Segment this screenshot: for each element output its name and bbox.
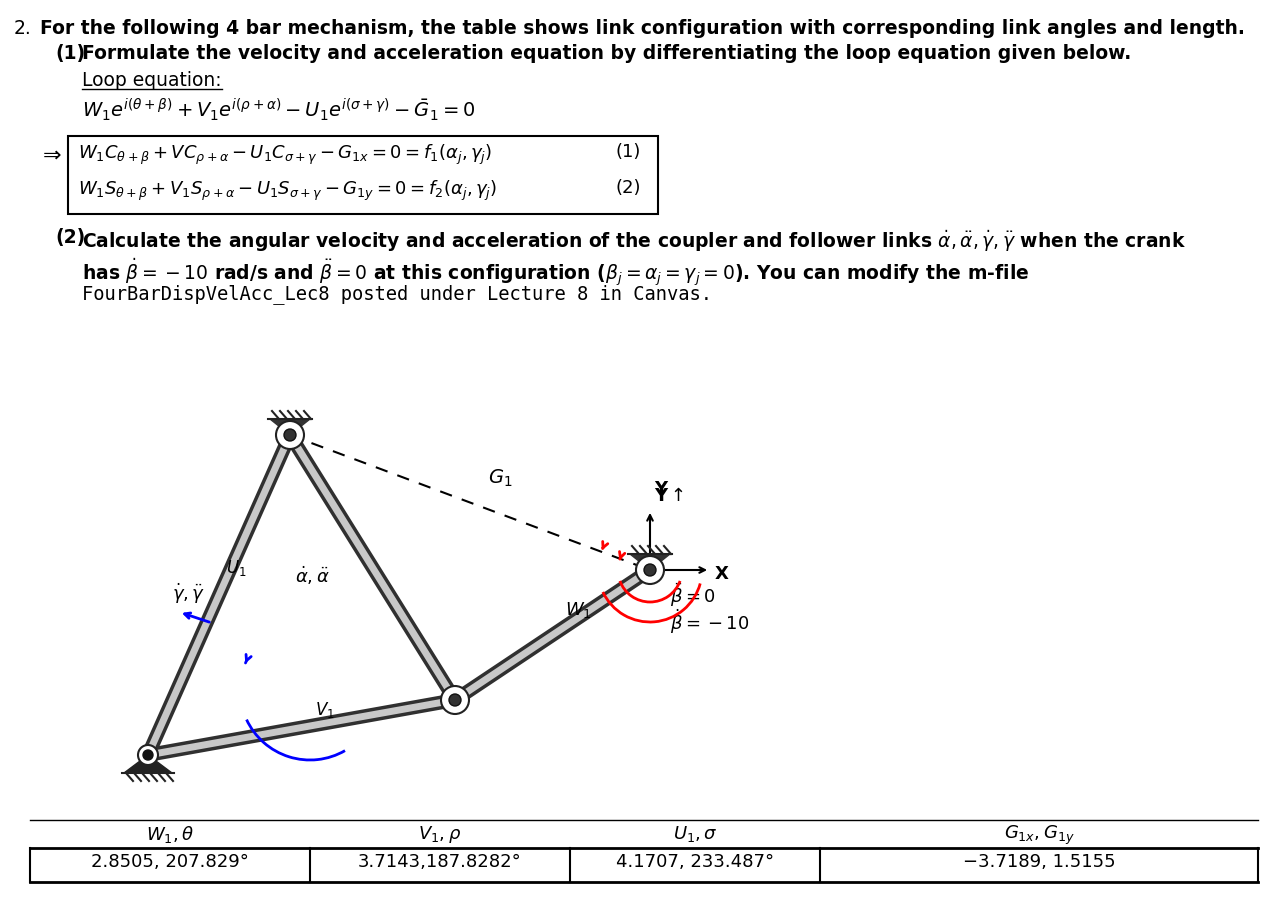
Text: $W_1 S_{\theta+\beta} + V_1 S_{\rho+\alpha} - U_1 S_{\sigma+\gamma} - G_{1y} = 0: $W_1 S_{\theta+\beta} + V_1 S_{\rho+\alp… — [79, 179, 497, 203]
Text: $\ddot{\beta}=0$: $\ddot{\beta}=0$ — [670, 582, 716, 610]
Text: $\dot{\beta}=-10$: $\dot{\beta}=-10$ — [670, 608, 750, 636]
Text: Y: Y — [654, 480, 667, 498]
Text: $W_1$: $W_1$ — [565, 600, 591, 620]
Bar — [68, 136, 658, 214]
Polygon shape — [124, 755, 173, 773]
Text: 3.7143,187.8282°: 3.7143,187.8282° — [358, 853, 522, 871]
Circle shape — [283, 429, 296, 441]
Text: $G_{1x},G_{1y}$: $G_{1x},G_{1y}$ — [1003, 824, 1074, 847]
Text: (2): (2) — [616, 179, 641, 197]
Text: 4.1707, 233.487°: 4.1707, 233.487° — [616, 853, 774, 871]
Text: Formulate the velocity and acceleration equation by differentiating the loop equ: Formulate the velocity and acceleration … — [82, 44, 1131, 63]
Text: $V_1$: $V_1$ — [316, 700, 335, 720]
Text: (1): (1) — [616, 143, 641, 161]
Circle shape — [440, 686, 469, 714]
Text: For the following 4 bar mechanism, the table shows link configuration with corre: For the following 4 bar mechanism, the t… — [40, 19, 1245, 38]
Circle shape — [276, 421, 304, 449]
Circle shape — [636, 556, 665, 584]
Text: X: X — [715, 565, 729, 583]
Polygon shape — [270, 419, 310, 435]
Text: (2): (2) — [55, 228, 85, 247]
Text: $W_1,\theta$: $W_1,\theta$ — [146, 824, 194, 845]
Text: $\dot{\alpha},\ddot{\alpha}$: $\dot{\alpha},\ddot{\alpha}$ — [295, 565, 330, 588]
Text: 2.: 2. — [14, 19, 32, 38]
Text: −3.7189, 1.5155: −3.7189, 1.5155 — [962, 853, 1115, 871]
Text: $U_1$: $U_1$ — [225, 558, 246, 578]
Text: $\dot{\gamma},\ddot{\gamma}$: $\dot{\gamma},\ddot{\gamma}$ — [173, 582, 205, 606]
Text: Loop equation:: Loop equation: — [82, 71, 222, 90]
Text: has $\dot{\beta}=-10$ rad/s and $\ddot{\beta}=0$ at this configuration ($\beta_j: has $\dot{\beta}=-10$ rad/s and $\ddot{\… — [82, 256, 1029, 288]
Circle shape — [644, 564, 656, 576]
Text: FourBarDispVelAcc_Lec8 posted under Lecture 8 in Canvas.: FourBarDispVelAcc_Lec8 posted under Lect… — [82, 284, 712, 304]
Circle shape — [143, 750, 153, 760]
Text: $U_1,\sigma$: $U_1,\sigma$ — [672, 824, 717, 844]
Text: $G_1$: $G_1$ — [488, 468, 513, 489]
Text: (1): (1) — [55, 44, 85, 63]
Text: $V_1,\rho$: $V_1,\rho$ — [419, 824, 461, 845]
Circle shape — [138, 745, 158, 765]
Text: $W_1 C_{\theta+\beta} + VC_{\rho+\alpha} - U_1 C_{\sigma+\gamma} - G_{1x} = 0 = : $W_1 C_{\theta+\beta} + VC_{\rho+\alpha}… — [79, 143, 492, 167]
Text: 2.8505, 207.829°: 2.8505, 207.829° — [91, 853, 249, 871]
Text: Y$\uparrow$: Y$\uparrow$ — [654, 487, 684, 505]
Text: $W_1 e^{i(\theta+\beta)} + V_1 e^{i(\rho+\alpha)} - U_1 e^{i(\sigma+\gamma)} - \: $W_1 e^{i(\theta+\beta)} + V_1 e^{i(\rho… — [82, 96, 475, 122]
Polygon shape — [630, 554, 670, 570]
Circle shape — [450, 694, 461, 706]
Text: $\Rightarrow$: $\Rightarrow$ — [39, 145, 62, 165]
Text: Calculate the angular velocity and acceleration of the coupler and follower link: Calculate the angular velocity and accel… — [82, 228, 1186, 253]
